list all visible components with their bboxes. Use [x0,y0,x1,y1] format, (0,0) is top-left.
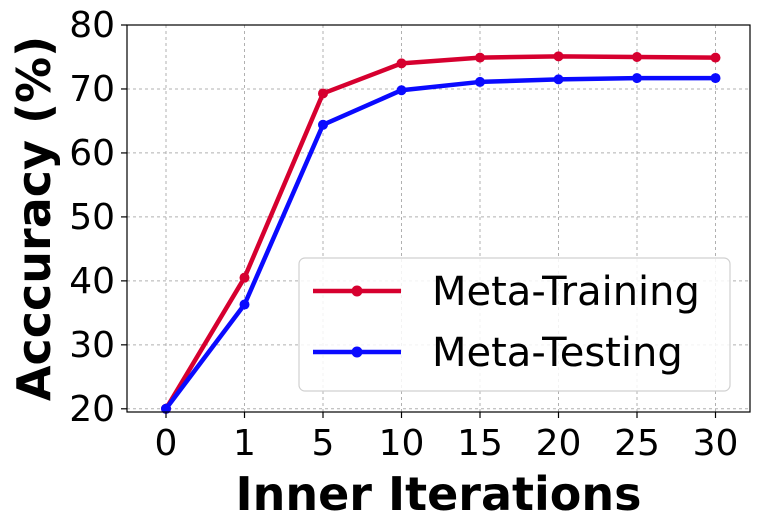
y-tick-label: 50 [69,197,115,238]
legend-label: Meta-Testing [432,330,683,376]
y-tick-label: 30 [69,325,115,366]
series-line [163,54,718,412]
legend-swatch-marker [351,346,363,358]
y-tick-label: 20 [69,389,115,430]
data-point [161,403,171,414]
legend: Meta-Training Meta-Testing [298,257,731,392]
data-point [475,76,485,87]
data-point [553,74,564,85]
data-point [239,272,250,283]
plot-series [161,51,721,414]
grid [127,24,750,412]
x-tick-label: 25 [614,423,660,464]
x-tick-label: 15 [457,423,503,464]
data-point [710,52,721,63]
x-tick-label: 30 [693,423,739,464]
x-tick-label: 10 [379,423,425,464]
x-axis-title: Inner Iterations [235,467,641,521]
data-point [318,119,328,130]
data-point [396,58,407,69]
data-point [239,299,250,310]
y-axis-title: Acccuracy (%) [7,36,61,401]
y-axis-ticks: 20 30 40 50 60 70 80 [69,5,127,430]
series-line [163,75,718,412]
series-0 [161,51,721,414]
y-tick-label: 80 [69,5,115,46]
legend-label: Meta-Training [432,269,700,315]
data-point [318,88,328,99]
y-tick-label: 70 [69,69,115,110]
x-tick-label: 0 [155,423,178,464]
plot-frame [126,24,751,413]
x-tick-label: 1 [233,423,256,464]
x-axis-ticks: 0 1 5 10 15 20 25 30 [155,412,739,464]
data-point [553,51,564,62]
legend-swatch-marker [351,285,363,297]
data-point [396,85,407,96]
y-tick-label: 60 [69,133,115,174]
data-point [475,52,485,63]
x-tick-label: 5 [312,423,335,464]
legend-box [298,257,731,392]
x-tick-label: 20 [536,423,582,464]
series-1 [161,73,721,414]
data-point [710,73,721,84]
data-point [632,73,642,84]
data-point [632,51,642,62]
y-tick-label: 40 [69,261,115,302]
